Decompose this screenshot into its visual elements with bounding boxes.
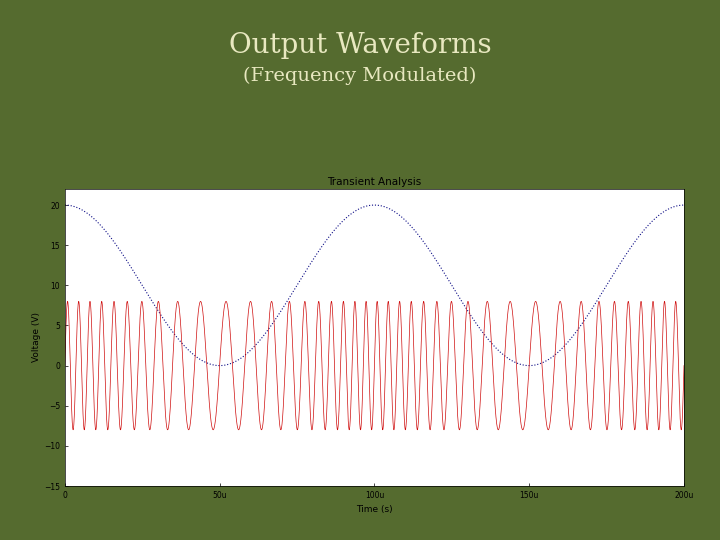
Text: Output Waveforms: Output Waveforms: [229, 32, 491, 59]
Title: Transient Analysis: Transient Analysis: [328, 177, 421, 187]
Y-axis label: Voltage (V): Voltage (V): [32, 313, 41, 362]
X-axis label: Time (s): Time (s): [356, 505, 392, 515]
Text: (Frequency Modulated): (Frequency Modulated): [243, 66, 477, 85]
